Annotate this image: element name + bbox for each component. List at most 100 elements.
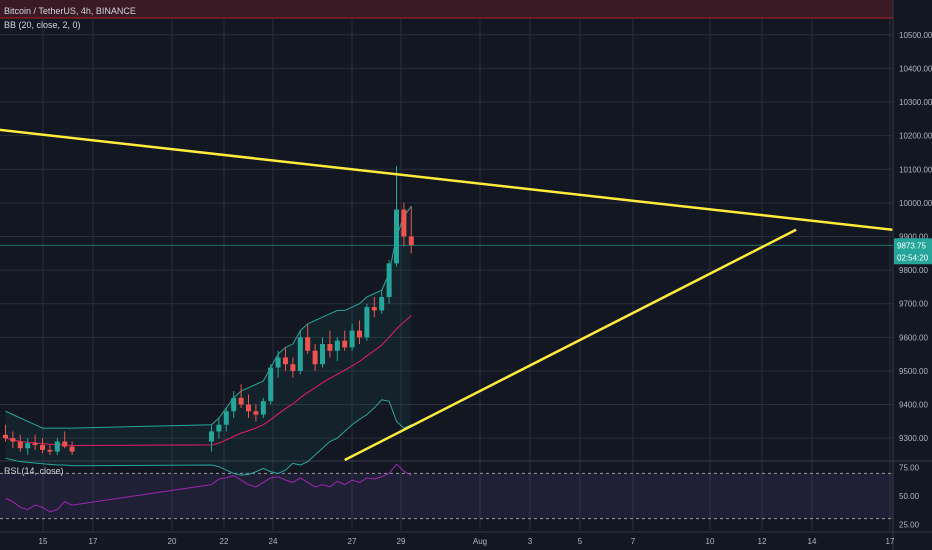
candle [17,434,23,452]
candle-body [327,344,333,351]
candle-body [32,443,38,445]
upper-trendline [0,128,893,231]
candle [312,344,318,371]
candle-body [334,340,340,351]
candle-body [342,340,348,348]
x-tick-label: 27 [348,537,357,546]
rsi-line [5,463,412,513]
y-tick-label: 9500.00 [899,367,928,376]
trendlines [0,128,893,462]
candle [349,323,355,351]
candle-body [283,357,288,365]
candle-body [25,443,31,449]
symbol-title: Bitcoin / TetherUS, 4h, BINANCE [4,6,136,16]
candle [10,431,16,449]
rsi-band-fill [0,473,893,519]
y-tick-label: 9700.00 [899,300,928,309]
candle-body [246,404,251,412]
bb-basis [5,315,412,447]
candle-body [238,397,244,405]
rsi-series [5,463,412,513]
candle-body [216,424,222,432]
candle [394,165,399,267]
bb-indicator-label: BB (20, close, 2, 0) [4,20,81,30]
candle-body [17,441,23,449]
x-tick-label: 17 [886,537,895,546]
candle [54,438,60,455]
x-tick-label: 20 [168,537,177,546]
candle [297,330,303,375]
price-tag-value: 9873.75 [897,241,926,250]
candle [47,444,53,455]
x-tick-label: 14 [808,537,817,546]
candle-body [253,411,259,415]
candle [290,357,296,378]
rsi-tick-label: 50.00 [899,492,920,501]
candle [216,417,222,439]
candle [246,394,251,418]
candle-body [268,367,274,402]
candle-body [357,330,362,338]
price-tag-box [894,238,932,265]
candle [357,320,362,345]
candle-body [10,438,16,442]
candlesticks [0,165,893,455]
candle [334,337,340,361]
x-tick-label: 10 [706,537,715,546]
candle-body [290,364,296,371]
bollinger-bands [5,205,412,476]
bb-upper [5,205,412,429]
candle-body [54,441,60,452]
y-tick-label: 10400.00 [899,64,932,73]
rsi-tick-label: 25.00 [899,520,920,529]
candle [371,296,377,318]
candle-body [3,434,8,439]
candle-body [305,337,311,351]
candle [62,431,68,449]
x-tick-label: 17 [89,537,98,546]
rsi-tick-label: 75.00 [899,464,920,473]
candle [327,330,333,358]
candle [253,404,259,422]
candle [401,202,407,247]
candle [260,397,266,418]
y-tick-label: 10100.00 [899,165,932,174]
candle [32,434,38,450]
candle-body [312,350,318,365]
candle-body [320,344,325,365]
candle-body [69,446,75,452]
candle [268,364,274,405]
x-tick-label: 15 [39,537,48,546]
candle-body [260,401,266,415]
candle [69,441,75,455]
candle-body [349,330,355,348]
y-tick-label: 10300.00 [899,98,932,107]
candle [275,350,281,378]
axes: 10500.00 10400.00 10300.00 10200.00 10100.00… [39,31,932,546]
candle-body [364,307,370,338]
candle-body [408,236,414,246]
x-tick-label: Aug [473,537,487,546]
x-tick-label: 29 [397,537,406,546]
x-tick-label: 12 [758,537,767,546]
candle [379,290,385,314]
bb-lower [5,399,412,476]
candle-body [209,431,214,442]
x-tick-label: 5 [578,537,583,546]
y-tick-label: 9900.00 [899,232,928,241]
candle [231,391,237,418]
candle [223,407,229,432]
y-tick-label: 10000.00 [899,199,932,208]
rsi-background [0,472,893,520]
x-tick-label: 24 [269,537,278,546]
candle-body [371,307,377,311]
candle-body [223,411,229,425]
top-band [0,0,893,18]
candle [320,337,325,368]
candle [283,347,288,371]
candle-body [47,449,53,452]
candle-body [275,357,281,368]
